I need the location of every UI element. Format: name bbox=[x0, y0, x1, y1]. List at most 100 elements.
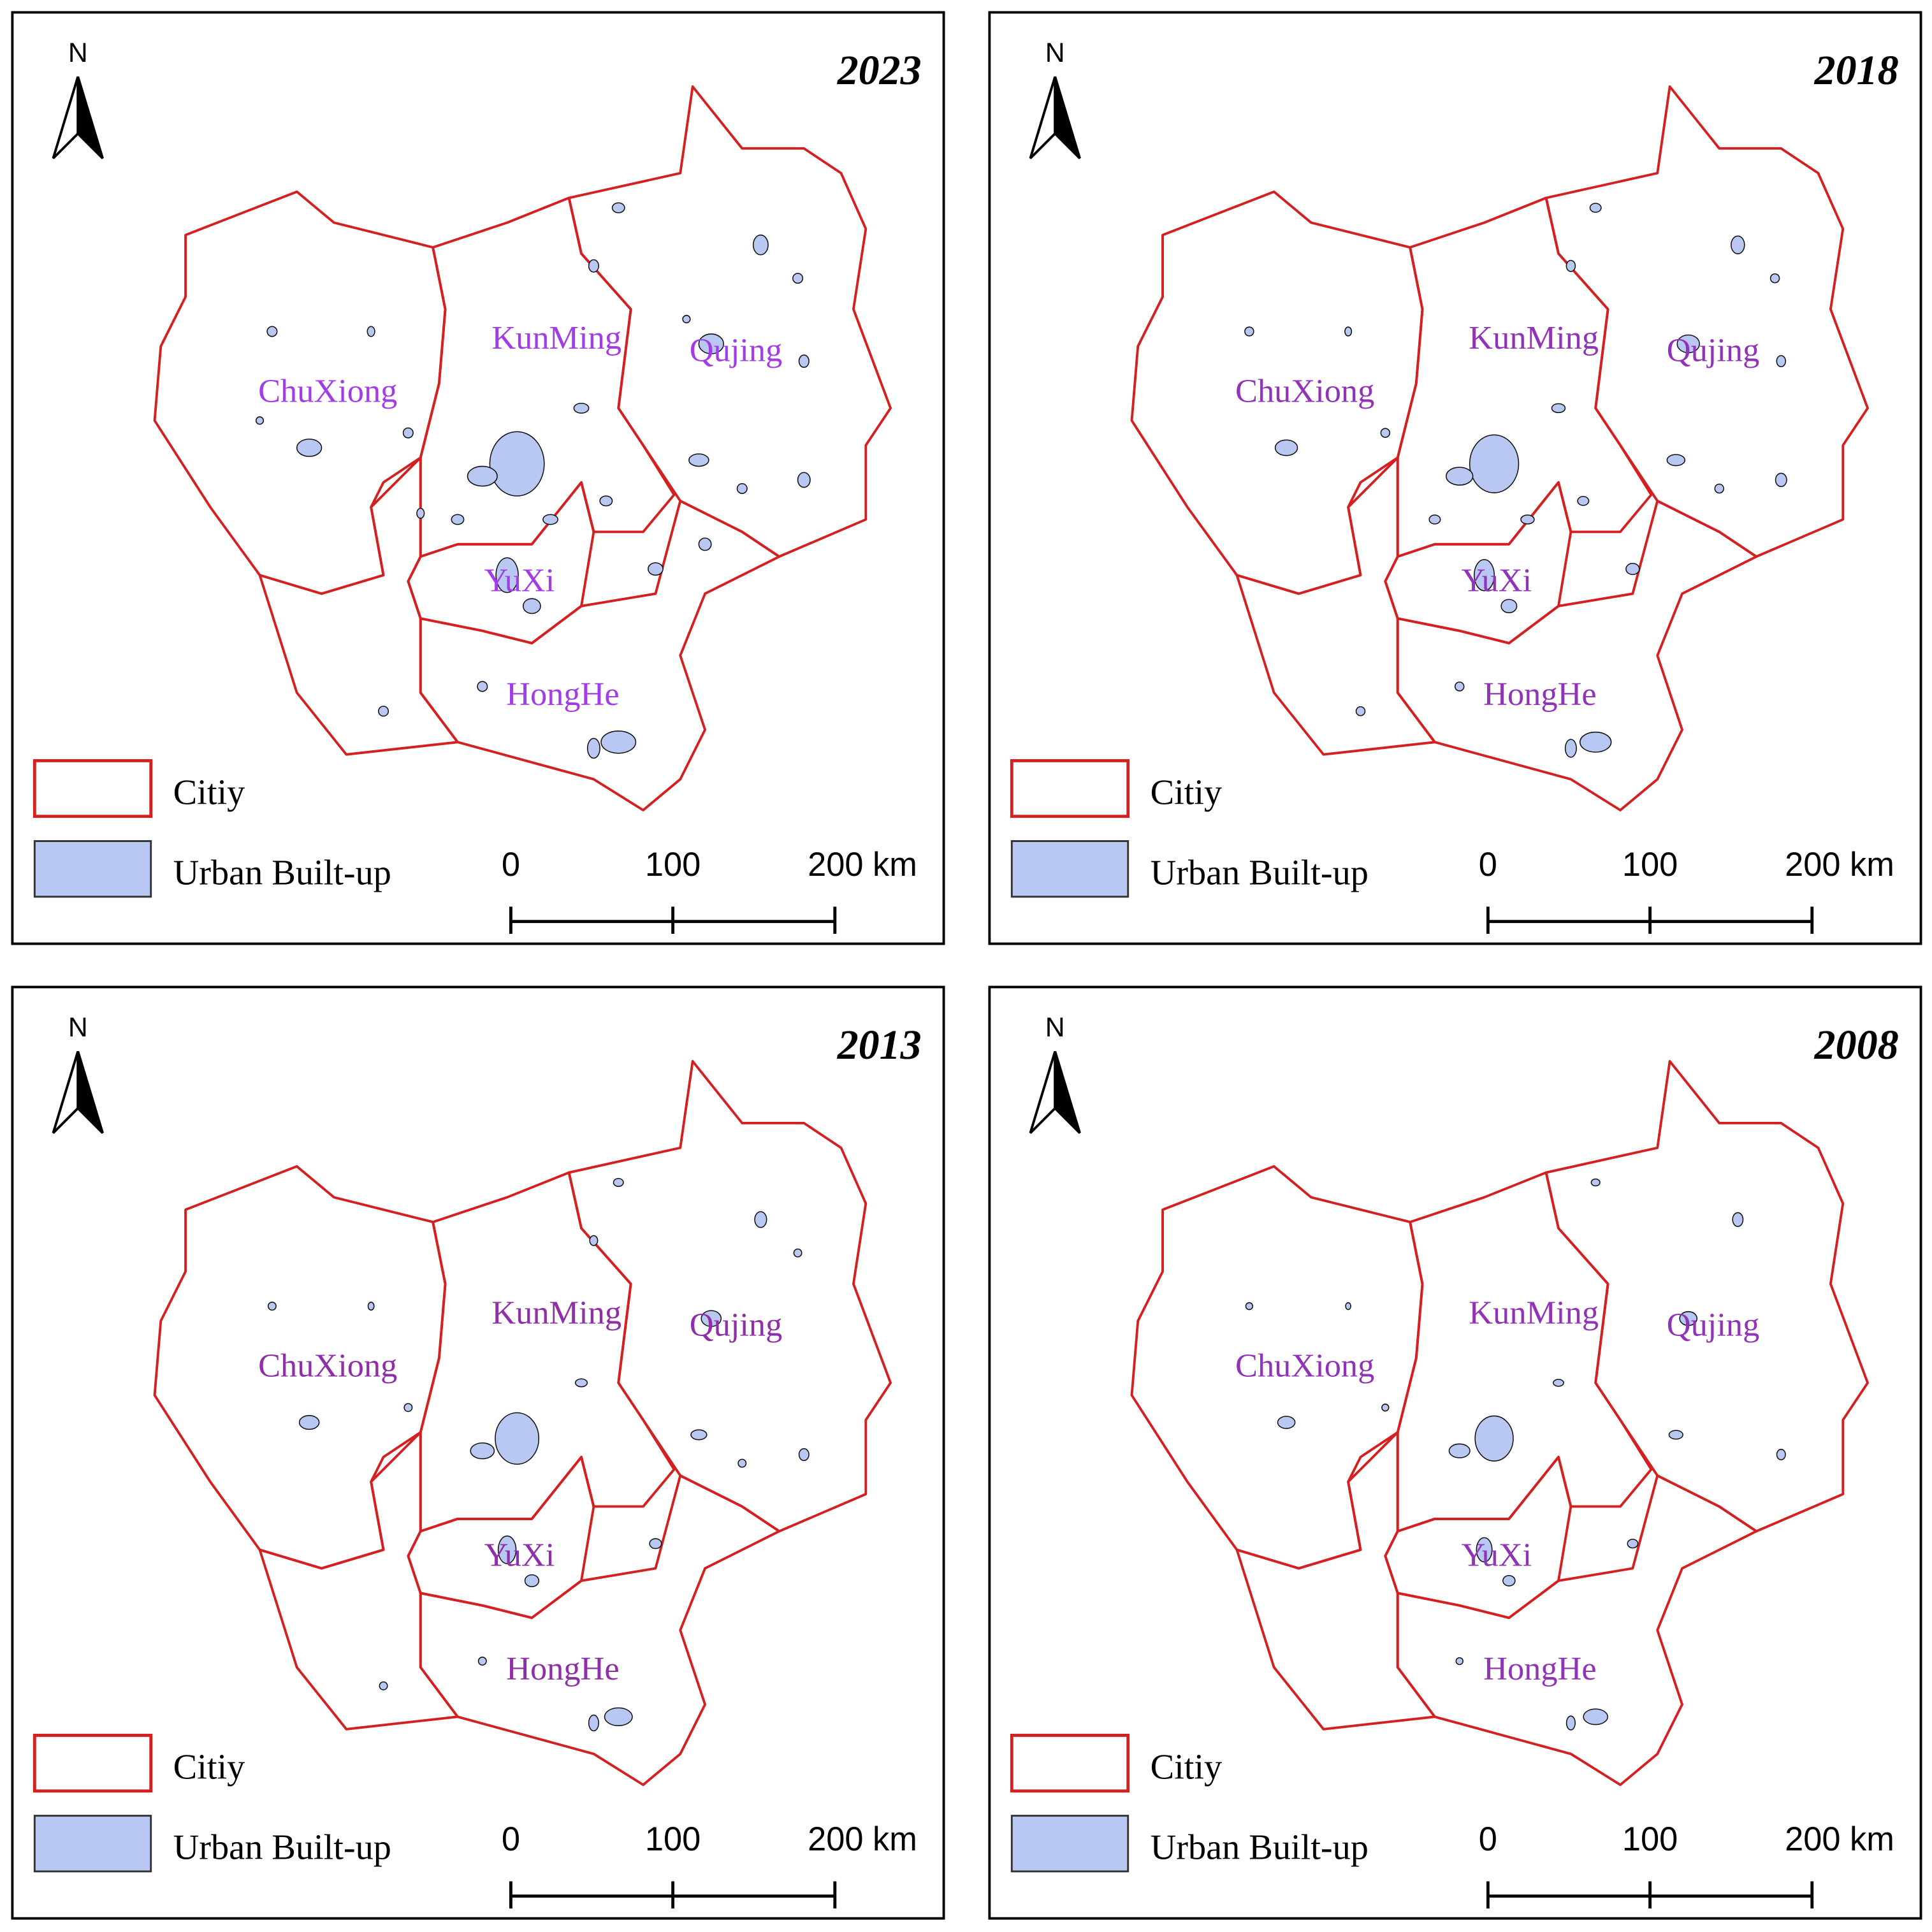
urban-patch bbox=[1776, 1449, 1786, 1460]
urban-patch bbox=[752, 234, 769, 256]
city-label: YuXi bbox=[484, 1537, 555, 1574]
map-panel: ChuXiong KunMing Qujing YuXi HongHe 2008 N Citi… bbox=[988, 985, 1922, 1920]
city-label: Qujing bbox=[1667, 332, 1760, 369]
urban-patch bbox=[489, 431, 545, 497]
urban-patch bbox=[1474, 1415, 1514, 1462]
urban-patch bbox=[604, 1707, 633, 1727]
urban-patch bbox=[1345, 1302, 1351, 1311]
urban-patch bbox=[1454, 681, 1465, 692]
scale-label: 0 bbox=[1479, 1821, 1497, 1858]
city-label: ChuXiong bbox=[258, 1347, 397, 1384]
map-panel: ChuXiong KunMing Qujing YuXi HongHe 2018 N Citi… bbox=[988, 11, 1922, 945]
urban-patch bbox=[1564, 739, 1577, 758]
city-boundary bbox=[258, 1431, 459, 1731]
urban-patch bbox=[1428, 514, 1441, 525]
urban-patch bbox=[754, 1211, 767, 1228]
urban-patch bbox=[798, 1448, 810, 1462]
city-label: YuXi bbox=[1462, 1537, 1532, 1574]
urban-patch bbox=[1565, 259, 1576, 272]
city-label: ChuXiong bbox=[1235, 373, 1374, 410]
legend-city-label: Citiy bbox=[1151, 773, 1223, 812]
north-arrow-right bbox=[76, 76, 104, 159]
urban-patch bbox=[266, 326, 278, 337]
urban-patch bbox=[588, 1714, 599, 1732]
city-boundary bbox=[258, 456, 459, 756]
city-label: KunMing bbox=[491, 319, 621, 356]
urban-patch bbox=[690, 1429, 708, 1441]
north-label: N bbox=[1045, 1012, 1065, 1043]
legend-city-label: Citiy bbox=[173, 773, 245, 812]
legend-urban-label: Urban Built-up bbox=[173, 853, 391, 892]
urban-patch bbox=[267, 1302, 277, 1311]
scale-label: 200 km bbox=[1785, 846, 1894, 883]
urban-patch bbox=[588, 259, 599, 273]
city-label: HongHe bbox=[1483, 1650, 1596, 1687]
urban-patch bbox=[1520, 514, 1535, 525]
urban-patch bbox=[1731, 235, 1745, 254]
urban-patch bbox=[477, 681, 488, 692]
urban-patch bbox=[1590, 1178, 1601, 1187]
city-boundary bbox=[567, 1059, 892, 1533]
urban-patch bbox=[524, 1574, 540, 1587]
city-boundary bbox=[1396, 1474, 1758, 1787]
urban-patch bbox=[403, 1403, 413, 1413]
legend-urban-label: Urban Built-up bbox=[1151, 1828, 1369, 1868]
urban-patch bbox=[792, 273, 804, 284]
urban-patch bbox=[1625, 563, 1640, 576]
urban-patch bbox=[255, 416, 265, 425]
urban-patch bbox=[1446, 467, 1474, 486]
north-label: N bbox=[68, 38, 88, 68]
city-label: YuXi bbox=[1462, 562, 1532, 599]
legend-urban-swatch bbox=[33, 1815, 152, 1873]
panel-year: 2023 bbox=[837, 47, 922, 94]
north-arrow-right bbox=[1054, 76, 1081, 159]
urban-patch bbox=[1244, 326, 1254, 337]
urban-patch bbox=[613, 1178, 624, 1188]
urban-patch bbox=[470, 1442, 495, 1460]
urban-patch bbox=[1627, 1539, 1639, 1549]
urban-patch bbox=[1381, 1404, 1390, 1412]
urban-patch bbox=[1476, 1537, 1493, 1563]
urban-patch bbox=[523, 598, 541, 614]
city-label: Qujing bbox=[1667, 1307, 1760, 1344]
legend-urban-swatch bbox=[33, 840, 152, 898]
legend-urban-label: Urban Built-up bbox=[173, 1828, 391, 1868]
city-label: KunMing bbox=[1469, 319, 1599, 356]
urban-patch bbox=[1565, 1715, 1576, 1731]
city-label: KunMing bbox=[491, 1294, 621, 1331]
urban-patch bbox=[793, 1248, 803, 1258]
urban-patch bbox=[495, 557, 519, 593]
urban-patch bbox=[1245, 1302, 1254, 1311]
urban-patch bbox=[1775, 472, 1787, 488]
legend-city-swatch bbox=[33, 759, 153, 818]
urban-patch bbox=[1274, 439, 1298, 456]
urban-patch bbox=[649, 1538, 662, 1550]
city-boundary bbox=[419, 1474, 781, 1787]
scale-label: 200 km bbox=[1785, 1821, 1894, 1858]
urban-patch bbox=[600, 730, 637, 754]
city-label: ChuXiong bbox=[1235, 1347, 1374, 1384]
city-label: ChuXiong bbox=[258, 373, 397, 410]
city-label: Qujing bbox=[690, 1307, 783, 1344]
urban-patch bbox=[737, 1458, 747, 1468]
urban-patch bbox=[367, 1302, 375, 1311]
urban-patch bbox=[1589, 203, 1602, 213]
urban-patch bbox=[1714, 483, 1725, 494]
urban-patch bbox=[495, 1412, 540, 1465]
city-label: YuXi bbox=[484, 562, 555, 599]
urban-patch bbox=[701, 1310, 722, 1327]
urban-patch bbox=[298, 1414, 320, 1430]
urban-patch bbox=[1732, 1212, 1744, 1227]
city-boundary bbox=[1396, 499, 1758, 811]
scale-label: 100 bbox=[645, 1821, 701, 1858]
urban-patch bbox=[1577, 496, 1590, 506]
urban-patch bbox=[1666, 454, 1686, 467]
urban-patch bbox=[698, 333, 724, 354]
urban-patch bbox=[497, 1535, 517, 1564]
city-boundary bbox=[1544, 1059, 1870, 1533]
urban-patch bbox=[688, 453, 709, 467]
urban-patch bbox=[378, 706, 389, 717]
urban-patch bbox=[1583, 1708, 1608, 1725]
north-arrow-right bbox=[76, 1050, 104, 1134]
